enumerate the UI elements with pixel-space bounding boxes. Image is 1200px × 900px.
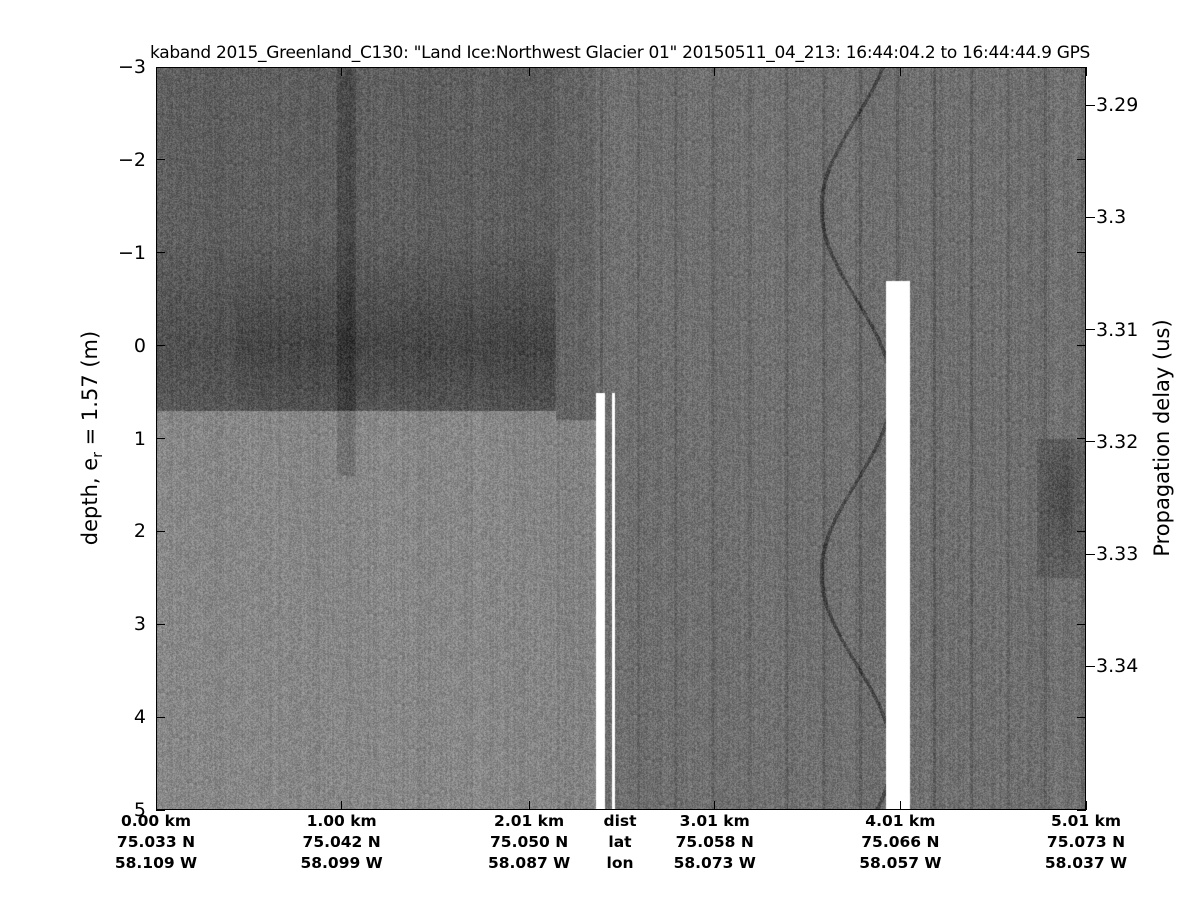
right-tick [1086,329,1095,331]
x-tick-label-dist: 0.00 km [120,812,192,830]
y-tick-label: 1 [133,427,146,450]
x-tick [714,67,716,76]
x-tick [528,801,530,810]
y-tick [1077,345,1086,347]
y-tick [1077,623,1086,625]
y-tick-label: 2 [133,520,146,543]
right-tick-label: 3.34 [1096,655,1139,678]
y-tick [156,66,165,68]
x-tick-label-lon: 58.099 W [300,854,383,872]
x-tick-label-lon: 58.057 W [859,854,942,872]
y-axis-label-sub: r [90,452,107,458]
x-tick-label-lon: 58.073 W [673,854,756,872]
x-tick-label-lon: 58.037 W [1044,854,1128,872]
x-tick [341,67,343,76]
x-tick-label-lat: 75.050 N [490,833,569,851]
echogram-image [156,67,1086,810]
y-tick [1077,66,1086,68]
y-tick [1077,716,1086,718]
x-tick-label-lon: 58.109 W [114,854,198,872]
y-tick-label: −3 [117,56,146,78]
y-tick-label: 0 [133,334,146,357]
y-tick [156,252,165,254]
x-tick [899,67,901,76]
x-tick [155,67,157,76]
x-tick [1085,67,1087,76]
right-tick [1086,553,1095,555]
y-tick [156,809,165,811]
y-tick [1077,159,1086,161]
right-tick-label: 3.31 [1096,318,1139,341]
y-tick-label: 5 [133,799,146,821]
x-tick [155,801,157,810]
y-tick [1077,438,1086,439]
chart-title: kaband 2015_Greenland_C130: "Land Ice:No… [149,43,1091,63]
x-tick [528,67,530,76]
x-tick-label-lat: 75.073 N [1046,833,1126,851]
x-tick-label-lat: 75.033 N [116,833,196,851]
right-tick-label: 3.33 [1096,543,1139,566]
y-tick-label: −2 [117,148,146,171]
x-tick-label-dist: 1.00 km [306,812,377,830]
y-tick [156,345,165,347]
right-tick [1086,216,1095,218]
y-tick-label: 3 [133,613,146,636]
y-tick [1077,530,1086,532]
y-tick-label: −1 [117,241,146,264]
right-tick [1086,104,1095,106]
y-tick [156,438,165,439]
right-tick-label: 3.3 [1096,206,1127,229]
right-axis-label: Propagation delay (us) [1150,319,1174,557]
y-tick [156,159,165,161]
x-tick-label-dist: 4.01 km [865,812,936,830]
x-tick-label-lat: 75.066 N [861,833,940,851]
x-tick [899,801,901,810]
x-tick-label-dist: 5.01 km [1050,812,1122,830]
right-tick [1086,441,1095,443]
right-tick [1086,665,1095,667]
y-tick [156,623,165,625]
x-tick-label-lat: 75.042 N [302,833,381,851]
x-tick-label-dist: 2.01 km [494,812,565,830]
x-tick-label-dist: 3.01 km [679,812,750,830]
x-row-label-lat: lat [608,833,632,851]
x-tick-label-lat: 75.058 N [675,833,754,851]
right-tick-label: 3.32 [1096,430,1139,453]
y-tick [1077,809,1086,811]
x-tick [714,801,716,810]
right-tick-label: 3.29 [1096,94,1139,117]
x-tick [1085,801,1087,810]
x-tick [341,801,343,810]
x-tick-label-lon: 58.087 W [487,854,571,872]
x-row-label-lon: lon [606,854,634,872]
y-tick [1077,252,1086,254]
y-tick [156,716,165,718]
y-tick [156,530,165,532]
x-row-label-dist: dist [603,812,637,830]
y-tick-label: 4 [133,706,146,729]
